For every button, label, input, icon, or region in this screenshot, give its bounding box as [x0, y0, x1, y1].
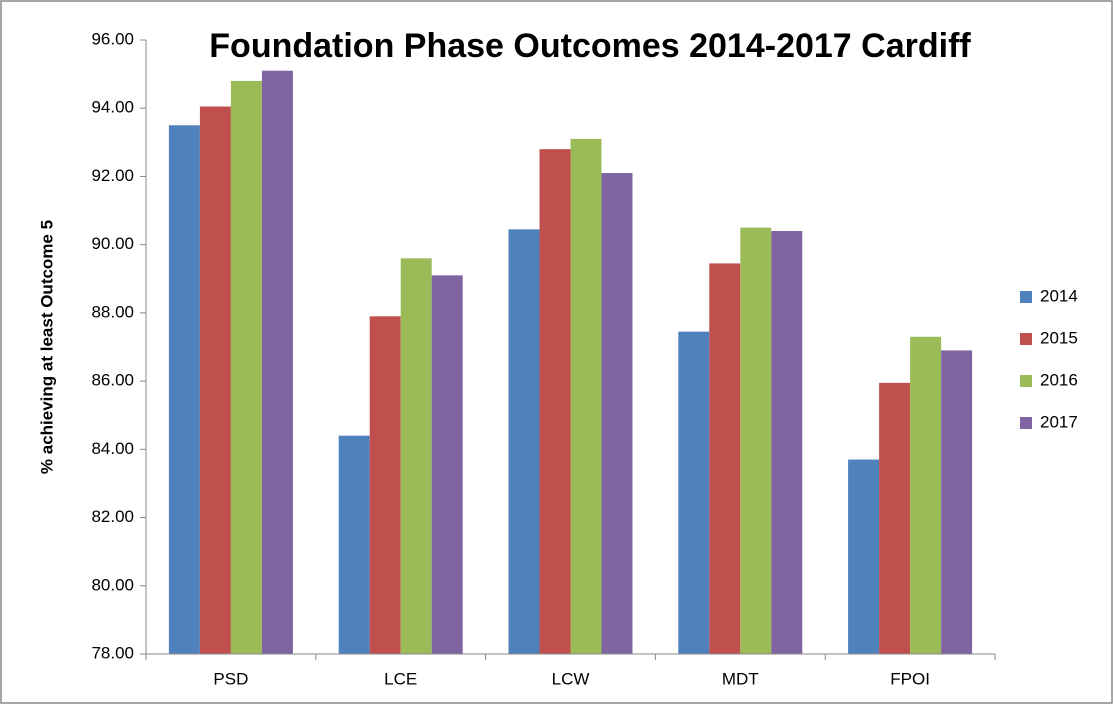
y-tick-label: 84.00: [91, 439, 134, 458]
y-tick-label: 80.00: [91, 575, 134, 594]
y-tick-label: 88.00: [91, 302, 134, 321]
bar: [740, 227, 772, 654]
x-tick-label: FPOI: [890, 669, 930, 688]
bar: [678, 331, 710, 654]
y-axis-title: % achieving at least Outcome 5: [37, 220, 56, 474]
bar: [771, 231, 803, 654]
legend-label: 2016: [1040, 370, 1078, 389]
bar: [539, 149, 571, 654]
bar: [199, 106, 231, 655]
x-tick-label: LCW: [552, 669, 590, 688]
legend-swatch: [1020, 375, 1032, 387]
bar: [261, 70, 293, 654]
bar: [369, 316, 401, 654]
legend-label: 2014: [1040, 286, 1078, 305]
bar: [508, 229, 540, 655]
legend-label: 2015: [1040, 328, 1078, 347]
y-tick-label: 82.00: [91, 507, 134, 526]
bar: [570, 138, 602, 654]
bar: [709, 263, 741, 654]
legend-swatch: [1020, 333, 1032, 345]
bar: [400, 258, 432, 654]
bar: [879, 382, 911, 654]
y-tick-label: 92.00: [91, 166, 134, 185]
x-tick-label: PSD: [213, 669, 248, 688]
legend-label: 2017: [1040, 412, 1078, 431]
x-tick-label: MDT: [722, 669, 759, 688]
y-tick-label: 94.00: [91, 98, 134, 117]
bar: [941, 350, 973, 654]
y-tick-label: 90.00: [91, 234, 134, 253]
y-tick-label: 86.00: [91, 371, 134, 390]
bar: [601, 173, 633, 655]
x-tick-label: LCE: [384, 669, 417, 688]
y-tick-label: 96.00: [91, 29, 134, 48]
bar: [910, 336, 942, 654]
chart-title: Foundation Phase Outcomes 2014-2017 Card…: [209, 27, 971, 65]
y-tick-label: 78.00: [91, 643, 134, 662]
bar: [230, 80, 262, 654]
bar: [848, 459, 880, 654]
legend-swatch: [1020, 291, 1032, 303]
bar: [338, 435, 370, 654]
bar: [431, 275, 463, 654]
bar: [168, 125, 200, 655]
legend-swatch: [1020, 417, 1032, 429]
